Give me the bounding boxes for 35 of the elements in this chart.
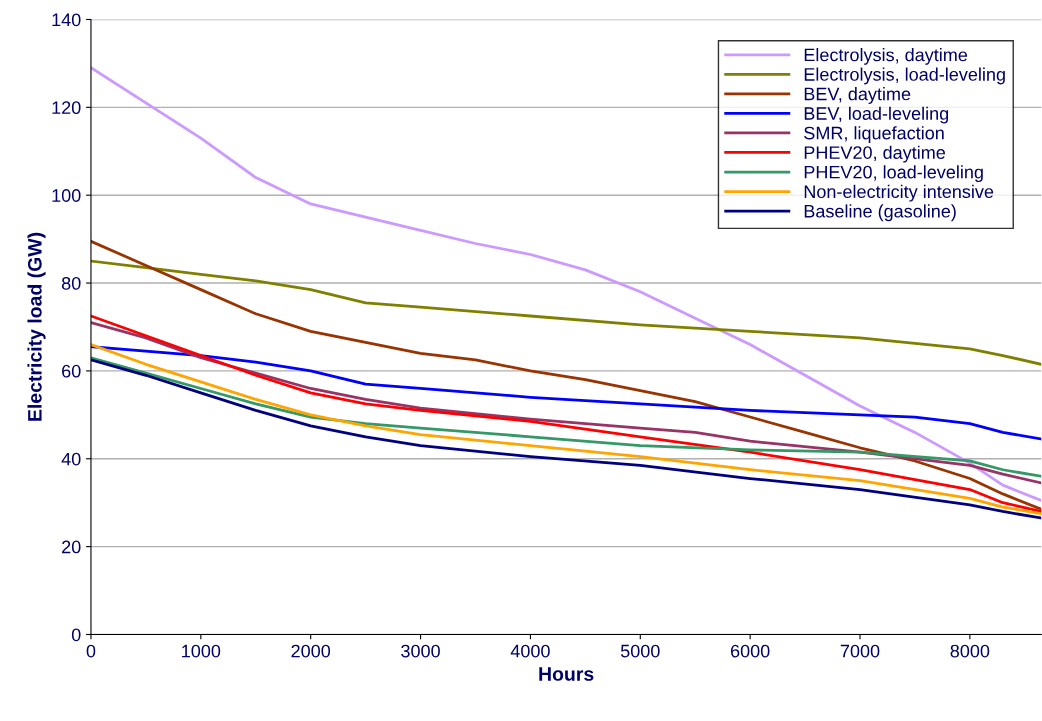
legend-label: SMR, liquefaction xyxy=(804,126,944,144)
x-tick-label: 8000 xyxy=(950,644,990,658)
line-series xyxy=(90,321,1042,485)
legend-label: Electrolysis, daytime xyxy=(804,48,968,65)
x-tick-label: 2000 xyxy=(291,644,331,658)
legend-label: BEV, load-leveling xyxy=(804,106,949,124)
legend-label: PHEV20, load-leveling xyxy=(804,165,983,183)
line-series xyxy=(90,314,1042,513)
x-tick-label: 4000 xyxy=(510,644,550,658)
y-tick-label: 120 xyxy=(52,101,81,115)
y-tick-label: 40 xyxy=(61,452,81,466)
y-tick-label: 20 xyxy=(62,540,81,554)
legend-label: Non-electricity intensive xyxy=(804,184,994,202)
line-series xyxy=(90,356,1042,478)
x-tick-label: 6000 xyxy=(730,644,770,658)
y-tick-label: 60 xyxy=(62,364,81,378)
x-tick-label: 5000 xyxy=(620,644,660,658)
y-axis-title: Electricity load (GW) xyxy=(27,232,46,421)
legend-label: BEV, daytime xyxy=(804,87,911,104)
y-tick-label: 140 xyxy=(52,13,81,27)
line-series xyxy=(90,345,1042,441)
x-axis-title: Hours xyxy=(539,667,594,681)
y-tick-label: 80 xyxy=(61,276,81,290)
y-tick-label: 100 xyxy=(52,189,81,202)
legend-label: Baseline (gasoline) xyxy=(804,204,956,222)
x-tick-label: 3000 xyxy=(401,644,440,658)
x-tick-label: 0 xyxy=(86,644,96,658)
line-series xyxy=(90,239,1042,511)
line-series xyxy=(90,66,1042,502)
legend-label: Electrolysis, load-leveling xyxy=(804,67,1005,85)
y-tick-label: 0 xyxy=(71,628,81,642)
legend-label: PHEV20, daytime xyxy=(804,145,946,163)
x-tick-label: 1000 xyxy=(182,644,221,658)
line-series xyxy=(90,259,1042,366)
x-tick-label: 7000 xyxy=(840,644,880,658)
